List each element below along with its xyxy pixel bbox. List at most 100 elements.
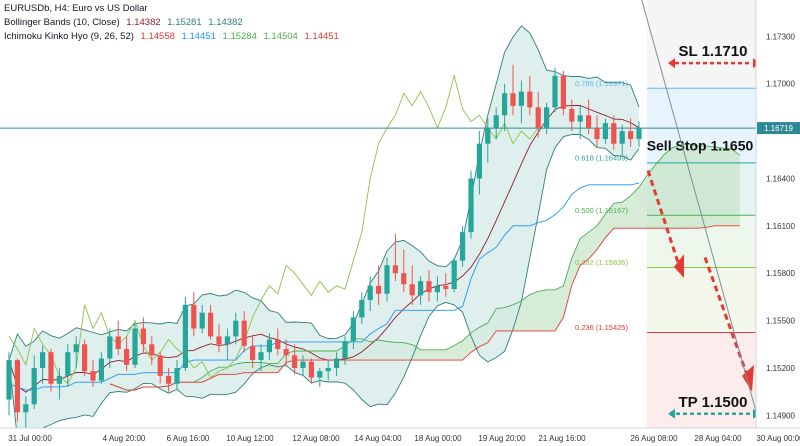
candle-body xyxy=(560,75,566,109)
candle-body xyxy=(40,352,46,368)
candlestick xyxy=(191,292,197,337)
sl-arrow-left xyxy=(668,58,675,69)
candle-body xyxy=(342,341,348,359)
time-tick-label: 4 Aug 20:00 xyxy=(103,434,146,443)
tp-label: TP 1.1500 xyxy=(679,394,748,411)
time-axis: 31 Jul 00:00 4 Aug 20:00 6 Aug 16:00 10 Aug… xyxy=(0,427,800,446)
candle-body xyxy=(401,273,407,285)
candlestick xyxy=(552,67,558,113)
fib-label: 0.618 (1.16499) xyxy=(575,153,628,162)
candle-body xyxy=(611,123,617,144)
candlestick xyxy=(65,344,71,387)
candle-body xyxy=(140,328,146,345)
candle-body xyxy=(65,352,71,376)
candle-body xyxy=(6,360,12,400)
candle-body xyxy=(266,339,272,353)
candle-body xyxy=(174,367,180,384)
bollinger-basis-line xyxy=(8,105,640,393)
candle-body xyxy=(241,320,247,346)
candle-body xyxy=(493,115,499,128)
trend-line xyxy=(641,0,759,419)
candle-body xyxy=(367,285,373,301)
candlestick xyxy=(544,102,550,135)
candlestick xyxy=(342,336,348,365)
price-tick-label: 1.16400 xyxy=(766,174,795,183)
candle-body xyxy=(275,339,281,350)
fib-zone xyxy=(647,0,756,89)
candle-body xyxy=(157,355,163,376)
candlestick xyxy=(334,352,340,376)
candlestick xyxy=(23,396,29,428)
candle-body xyxy=(409,284,415,296)
candlestick xyxy=(241,311,247,353)
current-price-label: 1.16719 xyxy=(764,124,793,133)
fib-zone xyxy=(647,332,756,438)
bollinger-lower-line xyxy=(8,134,640,439)
candle-body xyxy=(166,375,172,384)
sl-label: SL 1.1710 xyxy=(679,43,748,60)
candlestick xyxy=(401,249,407,293)
candlestick xyxy=(275,328,281,356)
candle-body xyxy=(443,285,449,290)
candle-body xyxy=(132,328,138,365)
candlestick xyxy=(502,83,508,132)
candlestick xyxy=(594,115,600,147)
time-tick-label: 14 Aug 04:00 xyxy=(354,434,402,443)
legend-bollinger-row[interactable]: Bollinger Bands (10, Close) 1.14382 1.15… xyxy=(4,16,339,30)
candlestick xyxy=(535,91,541,138)
time-tick-label: 30 Aug 00:00 xyxy=(756,434,800,443)
price-axis-background xyxy=(756,0,800,446)
time-tick-label: 18 Aug 00:00 xyxy=(414,434,462,443)
candlestick xyxy=(166,367,172,392)
candlestick xyxy=(392,233,398,282)
candlestick xyxy=(560,71,566,116)
candlestick xyxy=(350,311,356,350)
candle-body xyxy=(300,361,306,368)
candle-body xyxy=(107,336,113,359)
candle-body xyxy=(258,352,264,361)
candlestick xyxy=(460,225,466,267)
time-tick-label: 19 Aug 20:00 xyxy=(478,434,526,443)
chikou-line xyxy=(8,74,539,385)
candlestick xyxy=(518,80,524,124)
candlestick xyxy=(308,358,314,384)
candle-body xyxy=(325,367,331,372)
bollinger-upper-line xyxy=(8,25,640,361)
candlestick xyxy=(250,336,256,368)
candle-body xyxy=(636,127,642,139)
candlestick xyxy=(493,107,499,139)
candlestick xyxy=(384,257,390,302)
candle-body xyxy=(350,317,356,342)
candlestick xyxy=(527,75,533,116)
senkou-span-b-line xyxy=(109,225,740,391)
candlestick xyxy=(208,304,214,340)
fib-label: 0.786 (1.16971) xyxy=(575,79,628,88)
candlestick xyxy=(40,345,46,384)
candle-body xyxy=(426,281,432,293)
candlestick xyxy=(174,360,180,391)
candlestick xyxy=(258,344,264,372)
price-tick-label: 1.16100 xyxy=(766,222,795,231)
fib-label: 0.500 (1.16167) xyxy=(575,206,628,215)
ichimoku-value-2: 1.14451 xyxy=(181,31,216,42)
candlestick xyxy=(199,304,205,334)
legend-title-row: EURUSDb, H4: Euro vs US Dollar xyxy=(4,2,339,16)
projection-arrow-head-1 xyxy=(674,254,684,278)
candle-body xyxy=(149,344,155,356)
time-tick-label: 12 Aug 08:00 xyxy=(292,434,340,443)
candle-body xyxy=(586,115,592,128)
fib-zone xyxy=(647,267,756,333)
legend-ichimoku-row[interactable]: Ichimoku Kinko Hyo (9, 26, 52) 1.14558 1… xyxy=(4,30,339,44)
candle-body xyxy=(594,127,600,139)
candlestick xyxy=(636,121,642,147)
candlestick xyxy=(292,344,298,375)
price-tick-label: 1.15500 xyxy=(766,317,795,326)
candle-body xyxy=(233,320,239,337)
candle-body xyxy=(485,127,491,144)
candle-body xyxy=(14,360,20,413)
candlestick xyxy=(628,118,634,147)
candlestick xyxy=(586,99,592,135)
candlestick xyxy=(31,355,37,410)
